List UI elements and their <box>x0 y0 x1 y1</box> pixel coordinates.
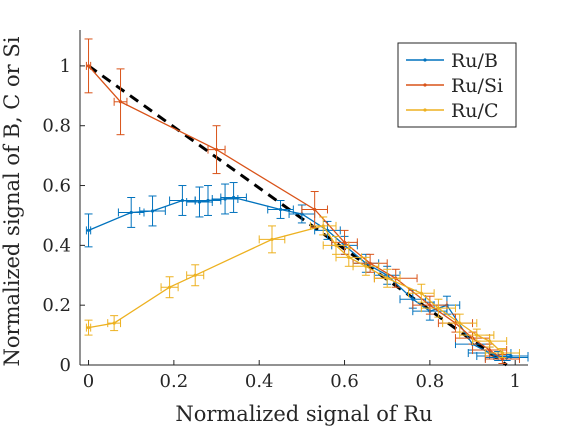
reference-dashed-line <box>87 64 508 367</box>
y-tick-label: 0 <box>60 355 71 376</box>
data-point <box>193 273 197 277</box>
data-point <box>458 321 462 325</box>
data-point <box>385 276 389 280</box>
data-point <box>334 243 338 247</box>
data-point <box>197 200 202 204</box>
data-point <box>436 306 440 310</box>
label-layer: Normalized signal of Ru Normalized signa… <box>0 36 433 426</box>
legend-marker <box>423 83 427 87</box>
series-ru-c <box>84 216 520 359</box>
series-layer <box>84 38 529 365</box>
data-point <box>475 333 479 337</box>
data-point <box>488 339 492 343</box>
data-point <box>232 195 236 200</box>
data-point <box>180 198 184 203</box>
y-axis-label: Normalized signal of B, C or Si <box>0 36 24 366</box>
legend-marker <box>423 58 427 62</box>
data-point <box>321 224 325 228</box>
data-point <box>500 351 504 355</box>
x-tick-label: 0.4 <box>245 371 274 392</box>
data-point <box>411 297 415 301</box>
data-point <box>347 255 351 259</box>
y-tick-label: 0.6 <box>42 176 71 197</box>
axes: 0 0.2 0.4 0.6 0.8 1 0 0.2 0.4 0.6 0.8 1 <box>42 30 528 392</box>
data-point <box>300 212 304 216</box>
data-point <box>313 207 317 212</box>
y-tick-label: 1 <box>60 56 71 77</box>
data-point <box>86 228 91 233</box>
data-point <box>505 355 509 360</box>
x-tick-label: 1 <box>509 371 520 392</box>
series-line <box>88 65 503 360</box>
y-tick-label: 0.4 <box>42 235 71 256</box>
data-point <box>368 261 372 265</box>
data-point <box>214 148 219 152</box>
data-point <box>206 198 210 203</box>
data-point <box>419 291 423 295</box>
data-point <box>428 303 432 307</box>
legend-label: Ru/Si <box>451 75 503 97</box>
legend-label: Ru/B <box>451 50 498 72</box>
reference-line-layer <box>87 64 508 367</box>
legend-label: Ru/C <box>451 100 498 122</box>
y-tick-label: 0.8 <box>42 116 71 137</box>
data-point <box>509 354 513 358</box>
x-tick-label: 0.6 <box>330 371 359 392</box>
data-point <box>112 321 116 325</box>
data-point <box>488 348 492 352</box>
data-point <box>500 357 504 361</box>
data-point <box>278 207 283 212</box>
data-point <box>342 240 347 244</box>
data-point <box>364 264 368 268</box>
data-point <box>223 197 227 201</box>
y-tick-label: 0.2 <box>42 295 71 316</box>
data-point <box>129 210 133 215</box>
data-point <box>270 237 274 241</box>
x-tick-label: 0.8 <box>416 371 445 392</box>
x-axis-label: Normalized signal of Ru <box>175 402 432 426</box>
series-line <box>88 225 503 354</box>
x-tick-label: 0.2 <box>160 371 189 392</box>
data-point <box>86 64 91 68</box>
x-tick-label: 0 <box>83 371 94 392</box>
data-point <box>86 326 91 330</box>
data-point <box>118 100 123 104</box>
legend-marker <box>423 108 427 112</box>
data-point <box>168 285 172 289</box>
series-line <box>88 196 512 359</box>
legend: Ru/B Ru/Si Ru/C <box>397 42 517 128</box>
data-point <box>150 209 155 213</box>
